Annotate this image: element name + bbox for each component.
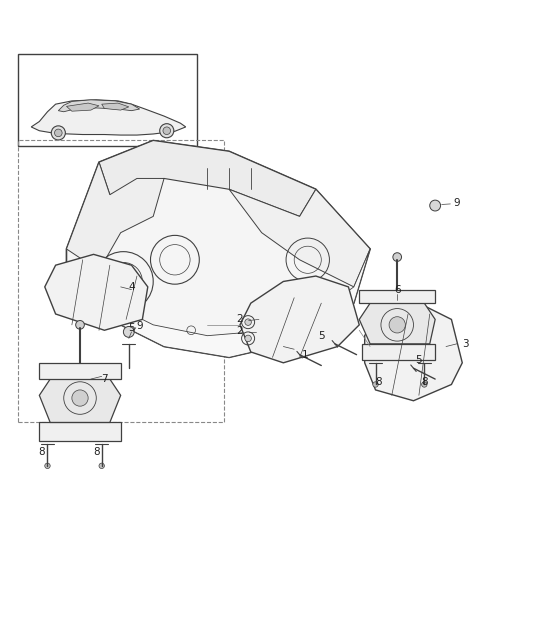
Polygon shape — [66, 103, 99, 111]
Polygon shape — [39, 423, 120, 441]
Polygon shape — [66, 162, 164, 271]
Circle shape — [245, 335, 251, 342]
Text: 5: 5 — [318, 331, 325, 340]
Polygon shape — [240, 276, 359, 363]
Text: 3: 3 — [462, 339, 468, 349]
Text: 5: 5 — [128, 323, 135, 333]
Text: 9: 9 — [136, 321, 143, 331]
Polygon shape — [45, 254, 148, 330]
Text: 8: 8 — [375, 377, 382, 387]
Text: 9: 9 — [453, 198, 460, 208]
Circle shape — [51, 126, 65, 140]
Polygon shape — [66, 141, 370, 357]
Text: 1: 1 — [302, 350, 308, 360]
Circle shape — [115, 273, 131, 290]
Circle shape — [99, 463, 105, 468]
Circle shape — [160, 124, 174, 138]
Polygon shape — [359, 303, 435, 344]
Text: 5: 5 — [416, 355, 422, 365]
Bar — [17, 54, 197, 146]
Text: 8: 8 — [93, 447, 100, 457]
Polygon shape — [365, 303, 462, 401]
Text: 7: 7 — [101, 374, 108, 384]
Polygon shape — [39, 363, 120, 379]
Circle shape — [163, 127, 171, 134]
Circle shape — [72, 390, 88, 406]
Polygon shape — [359, 290, 435, 303]
Polygon shape — [229, 189, 370, 287]
Circle shape — [123, 327, 134, 337]
Circle shape — [76, 320, 84, 329]
Polygon shape — [102, 103, 129, 110]
Text: 8: 8 — [421, 377, 428, 387]
Circle shape — [389, 317, 405, 333]
Text: 2: 2 — [237, 327, 243, 337]
Circle shape — [45, 463, 50, 468]
Text: 4: 4 — [128, 282, 135, 292]
Polygon shape — [31, 100, 186, 135]
Circle shape — [245, 319, 251, 325]
Polygon shape — [58, 100, 140, 112]
Circle shape — [373, 382, 378, 387]
Circle shape — [430, 200, 440, 211]
Circle shape — [393, 252, 402, 261]
Polygon shape — [99, 141, 316, 217]
Text: 6: 6 — [394, 284, 401, 295]
Polygon shape — [39, 379, 120, 423]
Circle shape — [422, 382, 427, 387]
Polygon shape — [83, 249, 370, 357]
Polygon shape — [362, 344, 435, 360]
Circle shape — [54, 129, 62, 137]
Bar — [17, 141, 223, 423]
Text: 8: 8 — [39, 447, 45, 457]
Text: 2: 2 — [237, 315, 243, 325]
